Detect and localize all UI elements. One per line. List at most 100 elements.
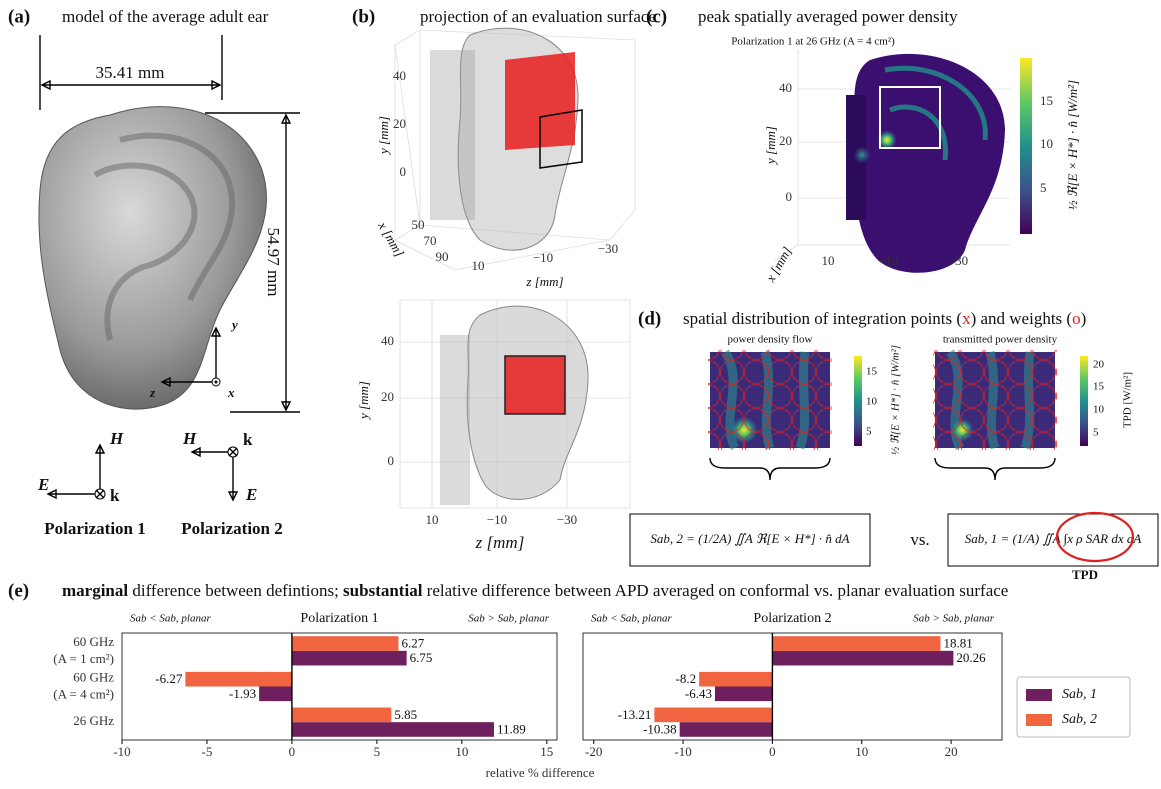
equation: Sab, 2 = (1/2A) ∬A ℜ[E × H*] · n̂ dA — [650, 531, 849, 546]
title-part: spatial distribution of integration poin… — [683, 309, 962, 328]
tick-label: 10 — [472, 258, 485, 273]
tick-label: −30 — [557, 512, 577, 527]
panel-title: peak spatially averaged power density — [698, 7, 958, 26]
panel-label: (e) — [8, 580, 29, 601]
bar — [259, 686, 292, 702]
value-label: -6.27 — [155, 671, 183, 686]
bar — [185, 671, 292, 687]
value-label: -1.93 — [229, 686, 256, 701]
bar — [772, 636, 941, 651]
bar — [291, 636, 399, 651]
tick-label: 15 — [866, 366, 878, 378]
tick-label: 10 — [426, 512, 439, 527]
subplot-title: transmitted power density — [943, 334, 1058, 346]
bar-charts: Polarization 1 Sab < Sab, planar Sab > Sab… — [53, 611, 1131, 780]
colorbar-label: TPD [W/m²] — [1122, 372, 1134, 428]
value-label: -6.43 — [685, 686, 712, 701]
panel-d: (d) spatial distribution of integration … — [629, 308, 1159, 582]
x-tick-label: -10 — [113, 744, 130, 759]
x-tick-label: 20 — [945, 744, 958, 759]
field-label: k — [243, 430, 253, 449]
panel-title: marginal difference between defintions; … — [62, 581, 1008, 600]
axis-label: x — [227, 385, 235, 400]
tick-label: 70 — [424, 233, 437, 248]
x-tick-label: 10 — [855, 744, 868, 759]
bar — [291, 722, 494, 737]
panel-c: (c) peak spatially averaged power densit… — [646, 6, 1080, 285]
x-tick-label: -10 — [674, 744, 691, 759]
axis-label: x [mm] — [375, 218, 407, 259]
tick-label: 0 — [786, 189, 793, 204]
value-label: 6.27 — [401, 636, 424, 651]
note: Sab < Sab, planar — [130, 613, 211, 625]
axis-label: x [mm] — [762, 244, 794, 285]
value-label: -8.2 — [676, 671, 697, 686]
title-part: difference between defintions; — [128, 581, 343, 600]
axis-label: y [mm] — [763, 126, 778, 166]
bar — [772, 650, 954, 666]
tick-label: 10 — [822, 253, 835, 268]
y-tick-label: 26 GHz — [73, 713, 114, 728]
title-part: substantial — [343, 581, 423, 600]
tick-label: 15 — [1093, 381, 1105, 393]
legend-swatch — [1026, 689, 1052, 701]
dimension-label: 35.41 mm — [96, 63, 165, 82]
tick-label: 40 — [393, 68, 406, 83]
field-label: E — [37, 475, 49, 494]
plot-frame — [582, 632, 1003, 741]
equation-annotation: TPD — [1072, 567, 1098, 582]
tick-label: −10 — [878, 253, 898, 268]
subplot-title: power density flow — [728, 334, 813, 346]
tick-label: −30 — [948, 253, 968, 268]
chart-title: Polarization 2 — [753, 611, 831, 626]
bar — [714, 686, 773, 702]
y-tick-label: 60 GHz (A = 1 cm²) — [53, 634, 114, 666]
panel-a: (a) model of the average adult ear 35.41… — [8, 6, 300, 538]
tick-label: 50 — [412, 217, 425, 232]
bar — [679, 722, 773, 737]
equation: Sab, 1 = (1/A) ∬A ∫x ρ SAR dx dA — [965, 531, 1142, 547]
bar — [699, 671, 773, 687]
value-label: 6.75 — [410, 650, 433, 665]
field-label: H — [109, 429, 124, 448]
panel-title: spatial distribution of integration poin… — [683, 309, 1086, 328]
panel-e: (e) marginal difference between defintio… — [8, 580, 1131, 780]
tick-label: 5 — [866, 426, 872, 438]
tick-label: 5 — [1040, 180, 1047, 195]
dimension-label: 54.97 mm — [264, 228, 283, 297]
x-tick-label: 5 — [374, 744, 381, 759]
panel-b: (b) projection of an evaluation surface … — [352, 6, 656, 552]
equation-separator: vs. — [910, 530, 929, 549]
x-axis-label: relative % difference — [486, 765, 595, 780]
field-label: H — [182, 429, 197, 448]
tick-label: 10 — [866, 396, 878, 408]
axis-label: z — [149, 385, 156, 400]
chart-title: Polarization 1 — [300, 611, 378, 626]
panel-label: (c) — [646, 6, 667, 27]
x-tick-label: -5 — [202, 744, 213, 759]
tick-label: 90 — [436, 249, 449, 264]
tick-label: 20 — [393, 116, 406, 131]
x-tick-label: 15 — [540, 744, 553, 759]
panel-label: (a) — [8, 6, 30, 27]
panel-title: projection of an evaluation surface — [420, 7, 656, 26]
axis-label: y — [230, 317, 238, 332]
colorbar-label: ½ ℜ[E × H*] · n̂ [W/m²] — [890, 345, 902, 455]
tick-label: −10 — [487, 512, 507, 527]
title-part: relative difference between APD averaged… — [422, 581, 1008, 600]
axis-label: z [mm] — [475, 533, 525, 552]
title-part: ) and weights ( — [971, 309, 1073, 328]
polarization-label: Polarization 1 — [44, 519, 146, 538]
x-tick-label: 0 — [769, 744, 776, 759]
bar — [654, 707, 773, 723]
axis-label: y [mm] — [356, 381, 371, 421]
axis-label: z [mm] — [525, 274, 563, 289]
tick-label: 15 — [1040, 93, 1053, 108]
tick-label: 20 — [779, 133, 792, 148]
tick-label: 20 — [1093, 359, 1105, 371]
field-label: E — [245, 485, 257, 504]
note: Sab > Sab, planar — [468, 613, 549, 625]
axis-label: y [mm] — [376, 116, 391, 156]
tick-label: 5 — [1093, 427, 1099, 439]
